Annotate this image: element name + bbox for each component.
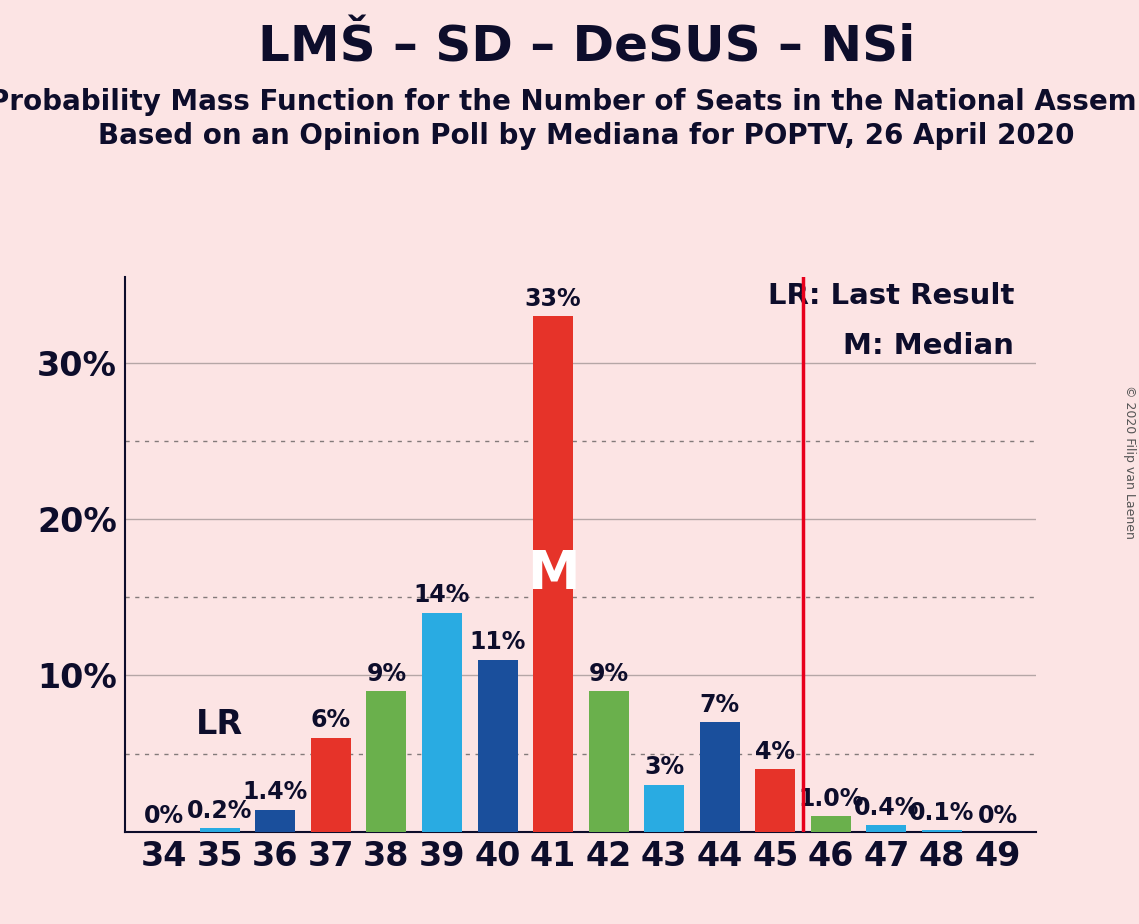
Text: 1.0%: 1.0% [798, 786, 863, 810]
Text: 0.4%: 0.4% [854, 796, 919, 820]
Bar [755, 769, 795, 832]
Bar [533, 316, 573, 832]
Bar [645, 784, 685, 832]
Bar [311, 738, 351, 832]
Text: 11%: 11% [469, 630, 526, 654]
Bar [589, 691, 629, 832]
Text: M: M [527, 548, 580, 600]
Bar [923, 830, 962, 832]
Bar [699, 723, 740, 832]
Bar [367, 691, 407, 832]
Text: M: Median: M: Median [843, 332, 1014, 359]
Text: 0%: 0% [977, 804, 1017, 828]
Text: 9%: 9% [589, 662, 629, 686]
Bar [199, 829, 239, 832]
Text: LMŠ – SD – DeSUS – NSi: LMŠ – SD – DeSUS – NSi [257, 23, 916, 71]
Bar [867, 825, 907, 832]
Text: © 2020 Filip van Laenen: © 2020 Filip van Laenen [1123, 385, 1137, 539]
Text: 4%: 4% [755, 740, 795, 763]
Text: 0%: 0% [145, 804, 185, 828]
Text: 3%: 3% [645, 755, 685, 779]
Bar [421, 613, 462, 832]
Text: 9%: 9% [367, 662, 407, 686]
Text: 33%: 33% [525, 286, 581, 310]
Text: 0.2%: 0.2% [187, 799, 253, 823]
Bar [811, 816, 851, 832]
Text: 7%: 7% [699, 693, 740, 717]
Text: LR: LR [196, 708, 244, 741]
Text: LR: Last Result: LR: Last Result [768, 282, 1014, 310]
Text: 14%: 14% [413, 583, 470, 607]
Text: 0.1%: 0.1% [909, 800, 975, 824]
Bar [477, 660, 517, 832]
Text: 1.4%: 1.4% [243, 780, 308, 804]
Text: Based on an Opinion Poll by Mediana for POPTV, 26 April 2020: Based on an Opinion Poll by Mediana for … [98, 122, 1075, 150]
Text: Probability Mass Function for the Number of Seats in the National Assembly: Probability Mass Function for the Number… [0, 88, 1139, 116]
Text: 6%: 6% [311, 709, 351, 733]
Bar [255, 809, 295, 832]
